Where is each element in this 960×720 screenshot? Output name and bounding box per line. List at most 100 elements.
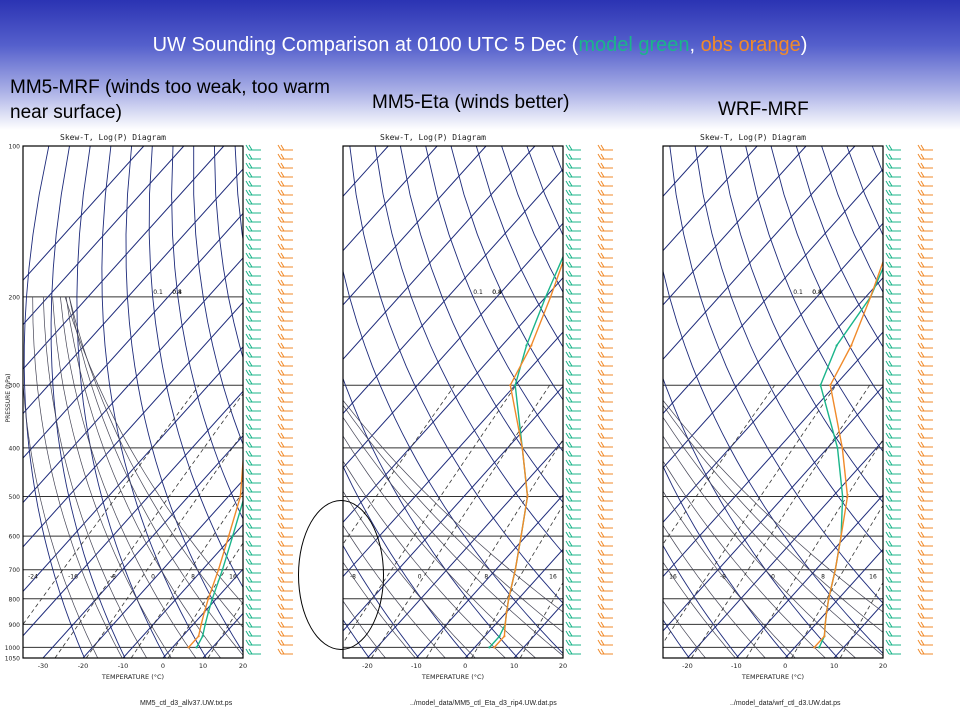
mixing-ratio-label: 0.1: [153, 289, 163, 296]
wind-barb: [277, 522, 293, 529]
wind-barb: [917, 279, 933, 286]
wind-barb: [917, 441, 933, 448]
isotherm: [464, 548, 563, 658]
wind-barb: [245, 333, 261, 340]
dry-adiabat: [694, 146, 883, 554]
data-point-model: [818, 646, 821, 649]
isotherm: [663, 331, 883, 578]
dry-adiabat: [148, 146, 243, 589]
wind-barb: [245, 360, 261, 367]
isotherm: [663, 385, 883, 632]
wind-barb: [245, 531, 261, 538]
wind-barb: [277, 333, 293, 340]
y-tick-label: 500: [9, 494, 21, 501]
wind-barb: [597, 459, 613, 466]
dry-adiabat: [663, 465, 789, 658]
wind-barb: [917, 369, 933, 376]
isotherm: [23, 390, 243, 637]
isotherm: [687, 439, 883, 658]
wind-barb: [277, 405, 293, 412]
moist-adiabat: [52, 296, 172, 658]
wind-barb: [277, 144, 293, 151]
wind-barb: [277, 450, 293, 457]
wind-barb: [597, 216, 613, 223]
panel-footer-filename: ../model_data/MM5_ctl_Eta_d3_rip4.UW.dat…: [410, 700, 557, 707]
wind-barb: [277, 531, 293, 538]
wind-barb: [917, 603, 933, 610]
wind-barb: [245, 603, 261, 610]
mixing-ratio-line: [691, 384, 871, 658]
moist-adiabat: [65, 296, 221, 658]
wind-barb: [917, 288, 933, 295]
wind-barb: [917, 630, 933, 637]
wind-barb: [885, 306, 901, 313]
wind-barb: [245, 279, 261, 286]
wind-barb: [597, 360, 613, 367]
wind-barb: [885, 621, 901, 628]
wind-barb: [597, 351, 613, 358]
wind-barb: [565, 342, 581, 349]
isotherm-label: 8: [484, 574, 488, 581]
wind-barb: [917, 387, 933, 394]
wind-barb: [245, 216, 261, 223]
wind-barb: [277, 261, 293, 268]
x-tick-label: 0: [161, 662, 165, 670]
wind-barb: [917, 567, 933, 574]
mixing-ratio-label: 0.4: [812, 289, 822, 296]
y-tick-label: 300: [9, 383, 21, 390]
wind-barb: [885, 153, 901, 160]
slide-title: UW Sounding Comparison at 0100 UTC 5 Dec…: [0, 34, 960, 57]
isotherm: [343, 222, 563, 469]
moist-adiabat: [343, 561, 416, 658]
wind-barb: [597, 594, 613, 601]
wind-barb: [277, 216, 293, 223]
dry-adiabat: [343, 465, 469, 658]
series-line-model: [488, 255, 563, 648]
y-tick-label: 1050: [5, 656, 20, 663]
wind-barb: [245, 639, 261, 646]
data-point-obs: [869, 295, 872, 299]
mixing-ratio-line: [54, 393, 243, 658]
wind-barb: [565, 576, 581, 583]
mixing-ratio-label: 0.4: [172, 289, 182, 296]
y-axis-label: PRESSURE (hPa): [5, 374, 12, 423]
wind-barb: [245, 450, 261, 457]
wind-barb: [597, 315, 613, 322]
moist-adiabat: [68, 296, 243, 628]
wind-barb: [885, 567, 901, 574]
x-tick-label: 10: [199, 662, 207, 670]
wind-barb: [885, 171, 901, 178]
wind-barb: [597, 504, 613, 511]
wind-barb: [917, 558, 933, 565]
wind-barb: [597, 342, 613, 349]
isotherm: [663, 146, 709, 198]
wind-barb: [277, 198, 293, 205]
wind-barb: [597, 648, 613, 655]
plot-frame: [662, 145, 884, 659]
wind-barb: [277, 414, 293, 421]
isotherm: [343, 385, 563, 632]
wind-barb: [597, 630, 613, 637]
wind-barb: [565, 171, 581, 178]
wind-barb: [917, 180, 933, 187]
wind-barb: [245, 234, 261, 241]
data-point-obs: [505, 610, 508, 614]
wind-barb: [565, 351, 581, 358]
wind-barb: [885, 594, 901, 601]
wind-barb: [597, 468, 613, 475]
wind-barb: [277, 252, 293, 259]
data-point-obs: [239, 495, 242, 498]
wind-barb: [597, 585, 613, 592]
wind-barb: [565, 225, 581, 232]
dry-adiabat: [23, 146, 85, 658]
wind-barb: [277, 342, 293, 349]
dry-adiabat: [663, 619, 690, 658]
wind-barb: [597, 495, 613, 502]
dry-adiabat: [425, 146, 563, 453]
wind-barb: [597, 207, 613, 214]
wind-barb: [565, 162, 581, 169]
series-line-obs: [188, 453, 243, 648]
wind-barb: [597, 270, 613, 277]
mixing-ratio-line: [23, 384, 200, 625]
wind-barb: [885, 207, 901, 214]
